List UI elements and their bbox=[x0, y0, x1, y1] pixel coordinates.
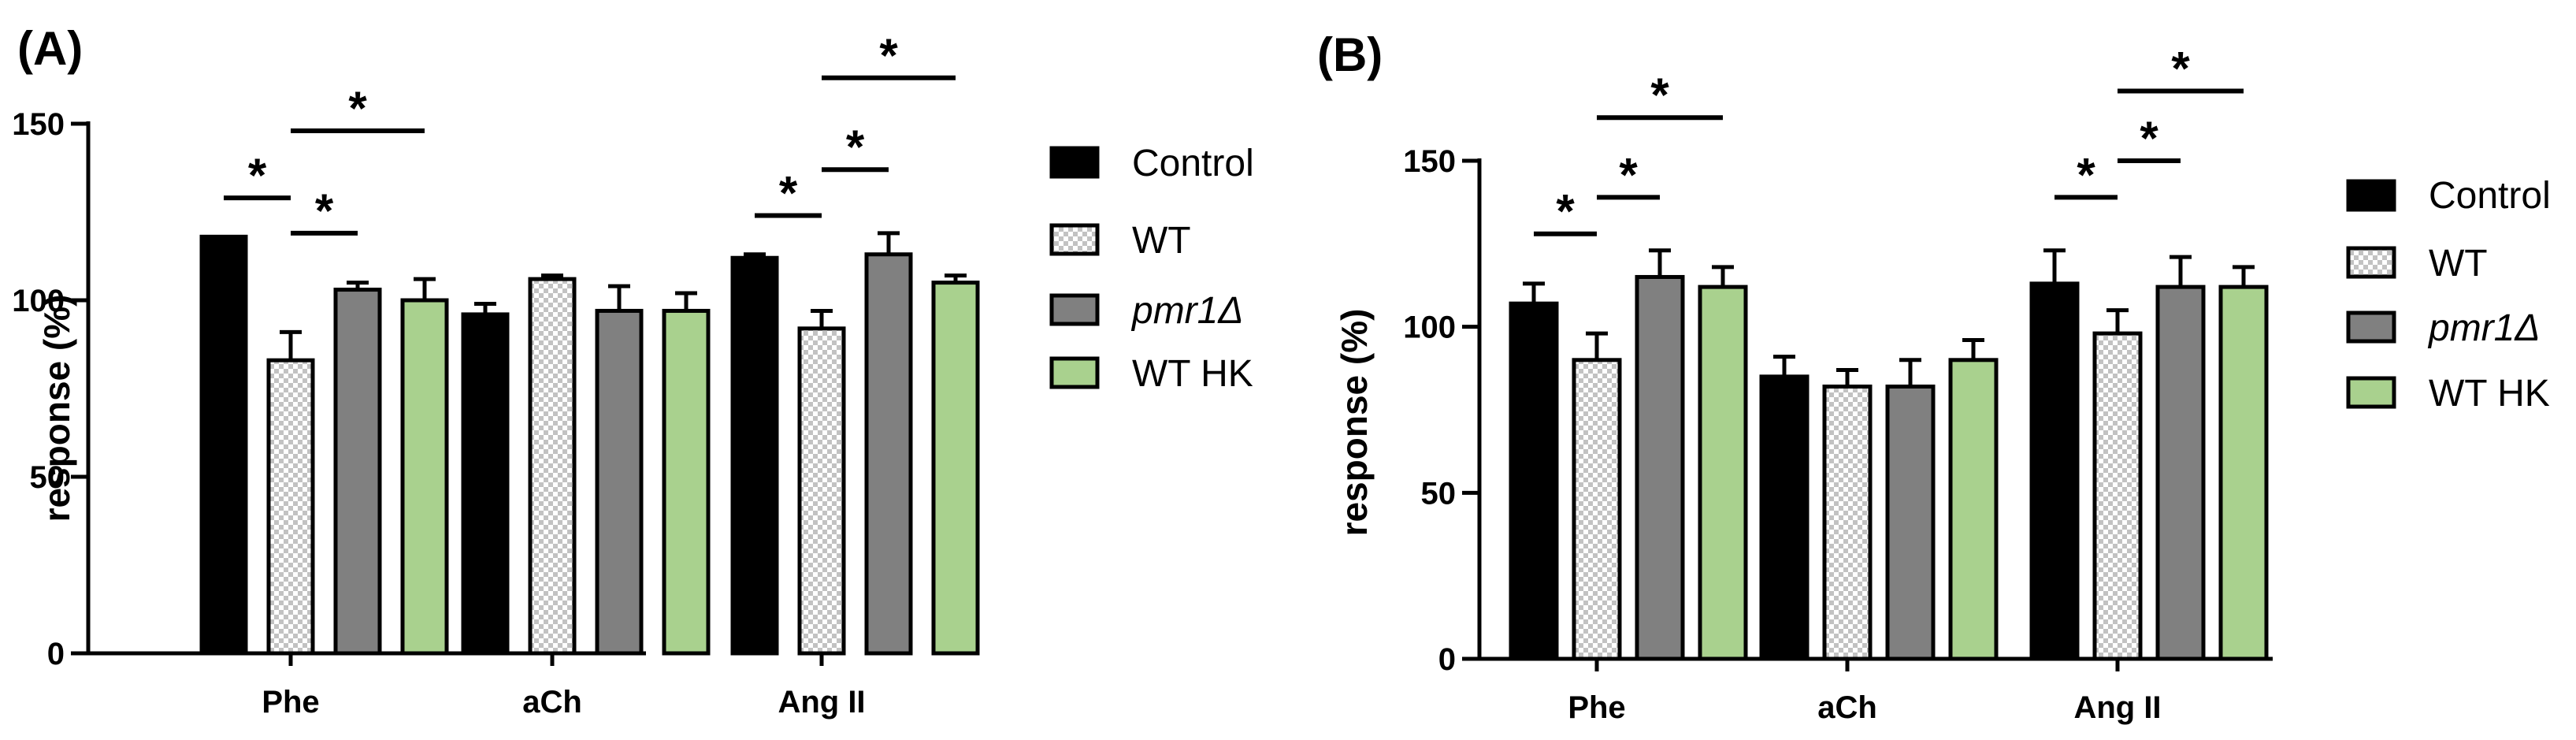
significance-star: * bbox=[1619, 148, 1638, 201]
panel-a-y-axis-label: response (%) bbox=[36, 295, 77, 522]
legend-label-wt-hk: WT HK bbox=[2429, 373, 2550, 415]
panel-b-y-axis-label: response (%) bbox=[1334, 309, 1375, 537]
significance-star: * bbox=[1556, 185, 1575, 238]
bar-wt-hk bbox=[1948, 358, 1999, 661]
bar-control bbox=[730, 255, 779, 656]
y-tick-label: 50 bbox=[30, 460, 65, 495]
legend-label-wt: WT bbox=[1132, 220, 1191, 262]
legend-item-pmr1: pmr1Δ bbox=[1049, 290, 1244, 332]
legend-swatch-wt bbox=[1049, 223, 1100, 256]
bar-control bbox=[2029, 281, 2080, 661]
significance-star: * bbox=[2140, 112, 2158, 165]
significance-star: * bbox=[2171, 43, 2190, 95]
y-tick-label: 100 bbox=[12, 284, 65, 318]
bar-wt bbox=[1572, 358, 1622, 661]
bar-pmr1 bbox=[864, 252, 913, 656]
significance-star: * bbox=[315, 184, 334, 237]
legend-item-wt-hk: WT HK bbox=[2346, 373, 2550, 415]
y-tick-label: 100 bbox=[1403, 311, 1456, 345]
significance-star: * bbox=[248, 149, 267, 202]
bar-control bbox=[1509, 301, 1559, 661]
legend-label-pmr1: pmr1Δ bbox=[2427, 307, 2541, 349]
legend-label-control: Control bbox=[2429, 175, 2551, 217]
legend-swatch-wt-hk bbox=[2346, 376, 2396, 409]
significance-star: * bbox=[846, 121, 865, 173]
bar-control bbox=[461, 312, 510, 656]
bar-pmr1 bbox=[2155, 284, 2206, 661]
bar-wt bbox=[797, 326, 846, 656]
legend-item-wt-hk: WT HK bbox=[1049, 353, 1253, 395]
bar-wt-hk bbox=[2218, 284, 2269, 661]
legend-swatch-pmr1 bbox=[2346, 311, 2396, 344]
significance-star: * bbox=[879, 29, 898, 82]
legend-swatch-control bbox=[2346, 179, 2396, 212]
x-category-label: aCh bbox=[522, 685, 582, 720]
bar-wt-hk bbox=[1698, 284, 1748, 661]
bar-control bbox=[1759, 374, 1810, 661]
legend-item-control: Control bbox=[1049, 143, 1254, 184]
legend-item-pmr1: pmr1Δ bbox=[2346, 307, 2541, 349]
y-tick-label: 50 bbox=[1421, 476, 1457, 511]
x-category-label: Ang II bbox=[2073, 690, 2161, 725]
x-category-label: aCh bbox=[1817, 690, 1877, 725]
legend-item-wt: WT bbox=[1049, 220, 1191, 262]
y-tick-label: 150 bbox=[12, 107, 65, 142]
legend-item-control: Control bbox=[2346, 175, 2551, 217]
legend-label-wt-hk: WT HK bbox=[1132, 353, 1253, 395]
legend-swatch-control bbox=[1049, 146, 1100, 179]
bar-wt-hk bbox=[400, 298, 449, 656]
legend-swatch-pmr1 bbox=[1049, 293, 1100, 326]
bar-pmr1 bbox=[1885, 385, 1936, 661]
panel-b-legend: Control WT pmr1Δ WT HK bbox=[2346, 175, 2551, 415]
legend-swatch-wt bbox=[2346, 246, 2396, 279]
significance-star: * bbox=[348, 82, 367, 135]
legend-label-control: Control bbox=[1132, 143, 1254, 184]
significance-star: * bbox=[779, 166, 798, 219]
y-tick-label: 0 bbox=[47, 637, 65, 671]
bar-pmr1 bbox=[333, 288, 382, 656]
panel-a-plot: 0 50 100 150 Phe aCh Ang II * * * * * * bbox=[12, 29, 980, 720]
x-category-label: Phe bbox=[1568, 690, 1625, 725]
bar-wt-hk bbox=[931, 281, 980, 656]
legend-item-wt: WT bbox=[2346, 243, 2488, 284]
bar-wt bbox=[1822, 385, 1873, 661]
x-category-label: Ang II bbox=[778, 685, 865, 720]
y-tick-label: 150 bbox=[1403, 144, 1456, 179]
bar-control bbox=[199, 234, 248, 656]
bar-wt-hk bbox=[662, 308, 711, 656]
legend-label-wt: WT bbox=[2429, 243, 2488, 284]
legend-swatch-wt-hk bbox=[1049, 356, 1100, 389]
bar-wt bbox=[528, 277, 577, 656]
panel-a-label: (A) bbox=[17, 22, 83, 75]
bar-wt bbox=[266, 358, 315, 656]
x-category-label: Phe bbox=[262, 685, 319, 720]
y-tick-label: 0 bbox=[1438, 642, 1456, 677]
bar-pmr1 bbox=[595, 308, 644, 656]
panel-b-label: (B) bbox=[1317, 28, 1383, 81]
legend-label-pmr1: pmr1Δ bbox=[1130, 290, 1244, 332]
bar-pmr1 bbox=[1635, 274, 1685, 661]
significance-star: * bbox=[2077, 148, 2095, 201]
panel-a-legend: Control WT pmr1Δ WT HK bbox=[1049, 143, 1254, 395]
panel-a-chart: (A) response (%) 0 50 100 150 Phe aCh Ang II * *… bbox=[12, 22, 980, 720]
significance-star: * bbox=[1650, 69, 1669, 121]
bar-wt bbox=[2092, 331, 2143, 661]
